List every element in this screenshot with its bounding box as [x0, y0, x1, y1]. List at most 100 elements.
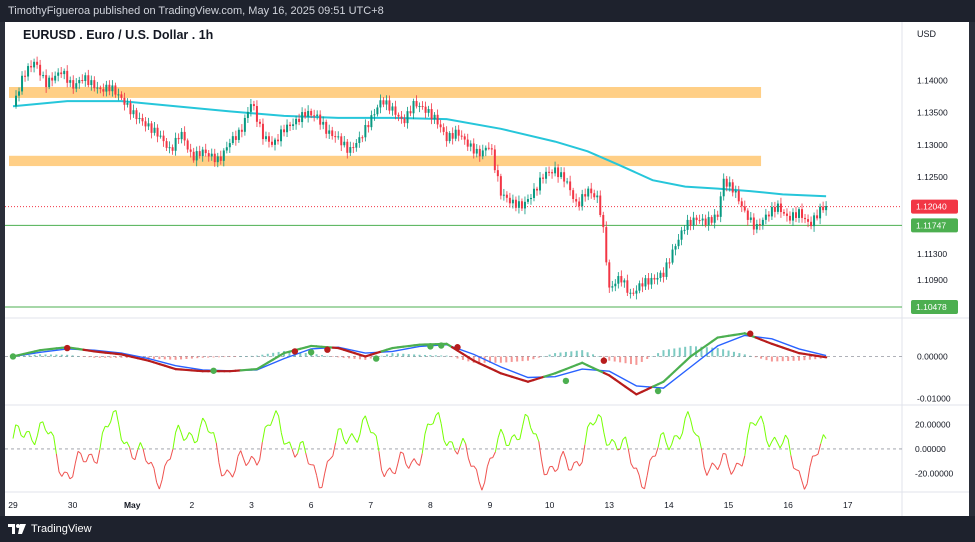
oscillator-line-segment [473, 465, 477, 470]
candle-body [641, 283, 644, 287]
macd-histogram-bar [635, 356, 638, 365]
oscillator-line-segment [153, 468, 158, 483]
chart-frame[interactable]: 1.14000 1.13500 1.13000 1.12500 1.11300 1.109… [5, 22, 969, 516]
oscillator-line-segment [421, 433, 426, 454]
oscillator-line-segment [180, 432, 185, 441]
candle-body [746, 210, 749, 220]
candle-body [406, 111, 409, 124]
oscillator-line-segment [204, 422, 209, 432]
candle-body [430, 109, 433, 120]
oscillator-line-segment [768, 441, 773, 448]
oscillator-line-segment [248, 455, 252, 463]
macd-cross-point [747, 330, 754, 337]
oscillator-line-segment [747, 422, 751, 436]
oscillator-line-segment [755, 420, 759, 426]
macd-histogram-bar [732, 351, 735, 357]
macd-histogram-bar [575, 350, 578, 357]
candle-body [752, 217, 755, 230]
macd-line-segment [673, 365, 681, 373]
candle-body [788, 215, 791, 221]
oscillator-line-segment [223, 469, 228, 475]
candle-body [138, 117, 141, 120]
candle-body [174, 137, 177, 151]
oscillator-line-segment [771, 436, 776, 442]
macd-histogram-bar [71, 355, 74, 357]
macd-histogram-bar [261, 354, 264, 357]
candle-body [84, 75, 87, 82]
candle-body [75, 83, 78, 89]
macd-histogram-bar [342, 356, 345, 358]
candle-body [228, 143, 231, 148]
candle-body [108, 84, 111, 92]
candle-body [457, 129, 460, 136]
macd-line-segment [629, 389, 638, 396]
candle-body [18, 91, 21, 96]
bottom-bar: TradingView [0, 516, 975, 542]
candle-body [258, 121, 261, 124]
oscillator-line-segment [809, 455, 814, 468]
oscillator-line-segment [573, 460, 577, 464]
oscillator-line-segment [15, 424, 19, 427]
candle-body [722, 178, 725, 197]
oscillator-line-segment [332, 442, 337, 456]
macd-histogram-bar [66, 354, 69, 357]
candle-body [340, 136, 343, 146]
candle-body [171, 147, 174, 151]
macd-histogram-bar [467, 356, 470, 362]
oscillator-line-segment [107, 421, 112, 428]
macd-histogram-bar [423, 354, 426, 357]
candle-body [719, 196, 722, 217]
oscillator-line-segment [644, 475, 648, 489]
candle-body [307, 110, 310, 117]
candle-body [686, 219, 689, 230]
candle-body [578, 201, 581, 207]
currency-label[interactable]: USD [917, 29, 937, 39]
macd-histogram-bar [456, 356, 459, 359]
oscillator-line-segment [139, 442, 144, 450]
macd-cross-point [210, 367, 217, 374]
candle-body [409, 111, 412, 114]
oscillator-line-segment [131, 457, 136, 461]
macd-histogram-bar [266, 353, 269, 357]
oscillator-line-segment [625, 436, 629, 449]
oscillator-line-segment [397, 451, 402, 464]
oscillator-line-segment [733, 462, 738, 471]
oscillator-line-segment [210, 432, 214, 434]
oscillator-line-segment [36, 422, 41, 436]
oscillator-line-segment [28, 431, 33, 441]
macd-histogram-bar [516, 356, 519, 362]
oscillator-line-segment [717, 463, 721, 470]
candle-body [680, 230, 683, 240]
oscillator-line-segment [91, 453, 95, 463]
tradingview-logo[interactable]: TradingView [8, 523, 92, 535]
oscillator-line-segment [158, 479, 163, 490]
oscillator-line-segment [232, 470, 236, 478]
candle-body [292, 124, 295, 127]
oscillator-line-segment [589, 422, 594, 426]
macd-histogram-bar [651, 356, 654, 357]
macd-histogram-bar [169, 356, 172, 360]
oscillator-line-segment [435, 412, 439, 416]
candle-body [451, 133, 454, 139]
chart-svg[interactable]: 1.14000 1.13500 1.13000 1.12500 1.11300 1.109… [5, 22, 969, 516]
candle-body [816, 215, 819, 219]
macd-cross-point [438, 342, 445, 349]
time-axis-label: 29 [8, 500, 18, 510]
candle-body [466, 139, 469, 147]
macd-line-segment [819, 355, 828, 359]
macd-histogram-bar [234, 356, 237, 357]
candle-body [782, 212, 785, 214]
candle-body [692, 217, 695, 226]
oscillator-line-segment [373, 432, 377, 437]
oscillator-line-segment [288, 441, 293, 450]
candle-body [794, 212, 797, 218]
candle-body [653, 277, 656, 280]
oscillator-line-segment [23, 431, 28, 438]
oscillator-line-segment [690, 419, 694, 432]
candle-body [361, 137, 364, 139]
candle-body [319, 114, 322, 125]
oscillator-line-segment [614, 442, 618, 451]
oscillator-line-segment [782, 434, 786, 444]
macd-histogram-bar [608, 356, 611, 361]
macd-histogram-bar [407, 354, 410, 357]
